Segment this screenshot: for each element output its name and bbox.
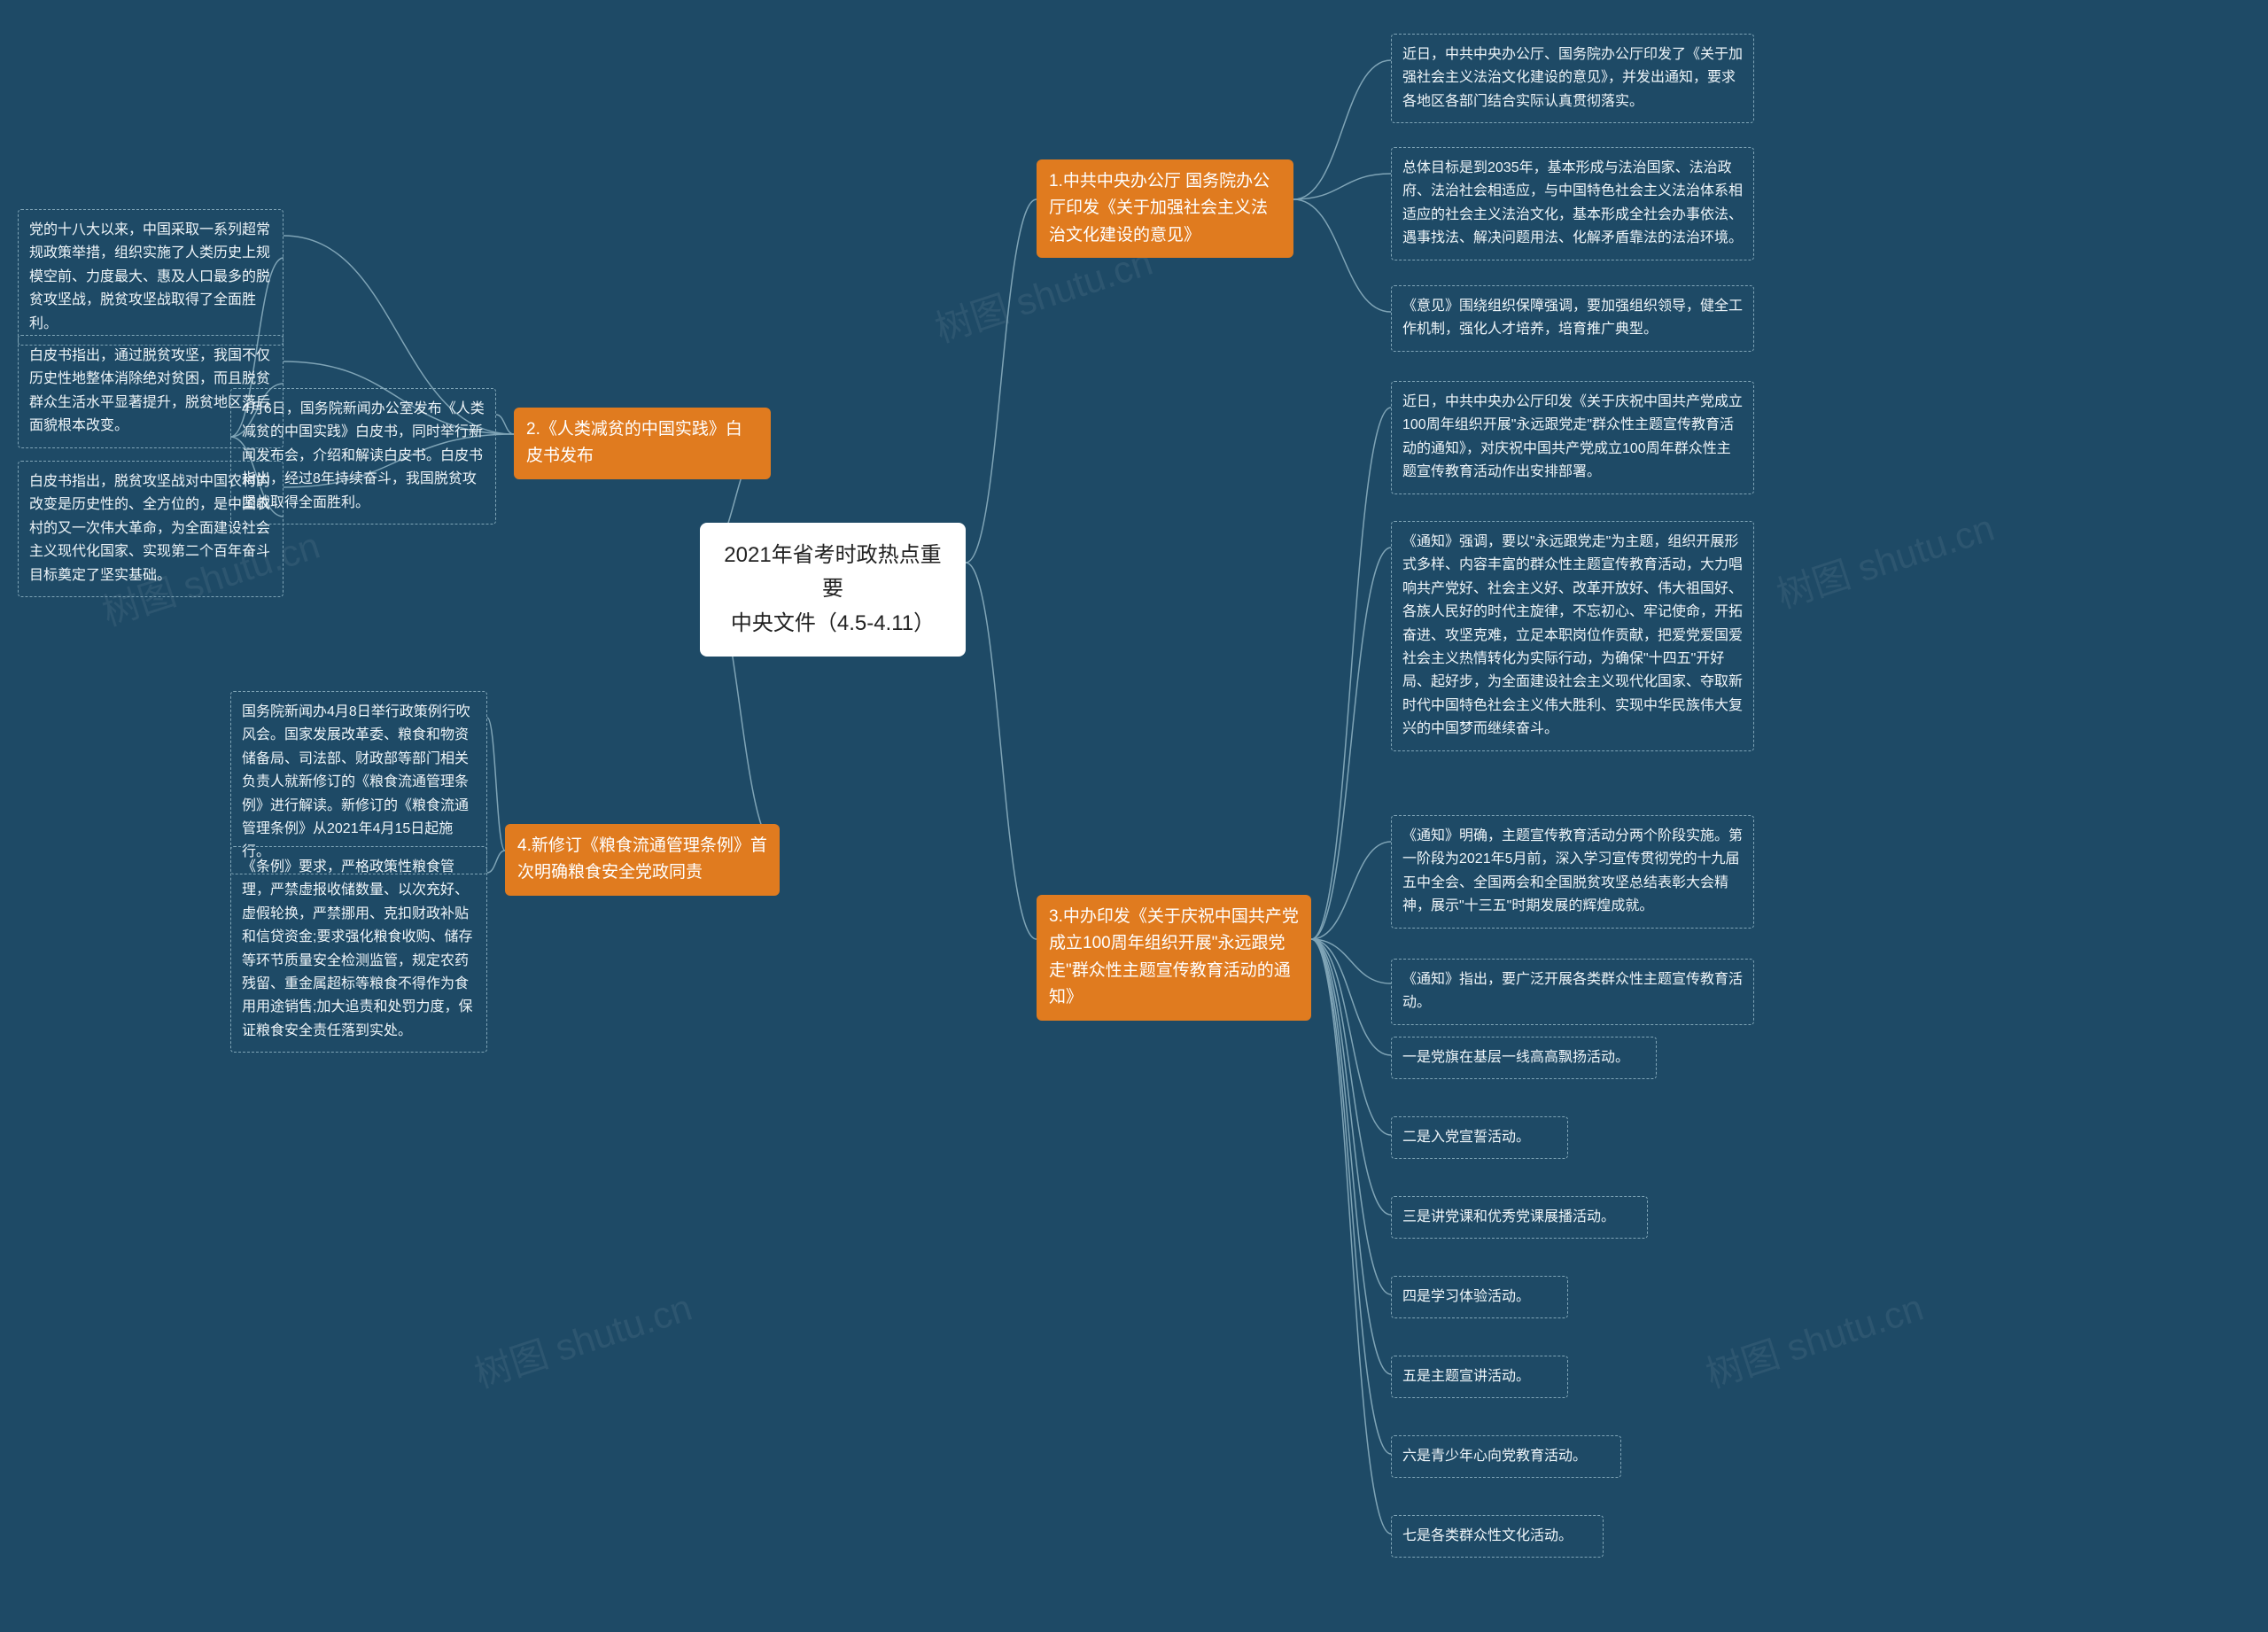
leaf-node: 三是讲党课和优秀党课展播活动。	[1391, 1196, 1648, 1239]
branch-node: 4.新修订《粮食流通管理条例》首次明确粮食安全党政同责	[505, 824, 780, 896]
leaf-node: 五是主题宣讲活动。	[1391, 1356, 1568, 1398]
leaf-node: 七是各类群众性文化活动。	[1391, 1515, 1604, 1558]
center-line1: 2021年省考时政热点重要	[723, 539, 943, 607]
leaf-node: 一是党旗在基层一线高高飘扬活动。	[1391, 1037, 1657, 1079]
leaf-node: 《通知》强调，要以"永远跟党走"为主题，组织开展形式多样、内容丰富的群众性主题宣…	[1391, 521, 1754, 751]
leaf-node: 《条例》要求，严格政策性粮食管理，严禁虚报收储数量、以次充好、虚假轮换，严禁挪用…	[230, 846, 487, 1053]
mindmap-container: 2021年省考时政热点重要 中央文件（4.5-4.11） 1.中共中央办公厅 国…	[0, 0, 2268, 1632]
leaf-node: 六是青少年心向党教育活动。	[1391, 1435, 1621, 1478]
leaf-node: 四是学习体验活动。	[1391, 1276, 1568, 1318]
branch-node: 2.《人类减贫的中国实践》白皮书发布	[514, 408, 771, 479]
leaf-node: 白皮书指出，通过脱贫攻坚，我国不仅历史性地整体消除绝对贫困，而且脱贫群众生活水平…	[18, 335, 284, 448]
center-node: 2021年省考时政热点重要 中央文件（4.5-4.11）	[700, 523, 966, 657]
leaf-node: 《通知》明确，主题宣传教育活动分两个阶段实施。第一阶段为2021年5月前，深入学…	[1391, 815, 1754, 929]
leaf-node: 二是入党宣誓活动。	[1391, 1116, 1568, 1159]
leaf-node: 总体目标是到2035年，基本形成与法治国家、法治政府、法治社会相适应，与中国特色…	[1391, 147, 1754, 260]
leaf-node: 白皮书指出，脱贫攻坚战对中国农村的改变是历史性的、全方位的，是中国农村的又一次伟…	[18, 461, 284, 597]
leaf-node: 党的十八大以来，中国采取一系列超常规政策举措，组织实施了人类历史上规模空前、力度…	[18, 209, 284, 346]
center-line2: 中央文件（4.5-4.11）	[723, 607, 943, 641]
leaf-node: 近日，中共中央办公厅印发《关于庆祝中国共产党成立100周年组织开展"永远跟党走"…	[1391, 381, 1754, 494]
leaf-node: 《意见》围绕组织保障强调，要加强组织领导，健全工作机制，强化人才培养，培育推广典…	[1391, 285, 1754, 352]
leaf-node: 近日，中共中央办公厅、国务院办公厅印发了《关于加强社会主义法治文化建设的意见》，…	[1391, 34, 1754, 123]
branch-node: 1.中共中央办公厅 国务院办公厅印发《关于加强社会主义法治文化建设的意见》	[1037, 159, 1293, 258]
branch-node: 3.中办印发《关于庆祝中国共产党成立100周年组织开展"永远跟党走"群众性主题宣…	[1037, 895, 1311, 1021]
leaf-node: 《通知》指出，要广泛开展各类群众性主题宣传教育活动。	[1391, 959, 1754, 1025]
